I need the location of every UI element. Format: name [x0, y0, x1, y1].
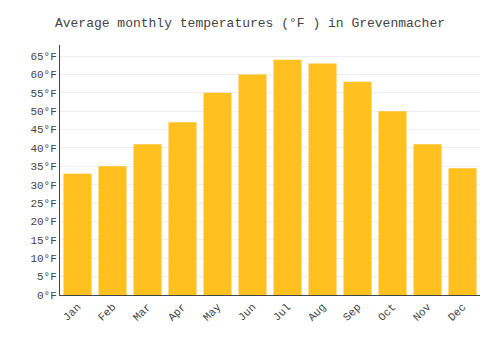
svg-text:Jun: Jun [236, 301, 258, 323]
svg-text:20°F: 20°F [30, 216, 56, 228]
svg-text:Feb: Feb [96, 301, 118, 323]
svg-text:40°F: 40°F [30, 143, 56, 155]
svg-text:65°F: 65°F [30, 51, 56, 63]
svg-text:30°F: 30°F [30, 180, 56, 192]
svg-text:25°F: 25°F [30, 198, 56, 210]
svg-text:Sep: Sep [341, 301, 363, 323]
svg-text:60°F: 60°F [30, 69, 56, 81]
svg-text:Aug: Aug [306, 301, 328, 323]
svg-text:Jul: Jul [271, 301, 293, 323]
svg-text:Jan: Jan [61, 301, 83, 323]
svg-text:45°F: 45°F [30, 124, 56, 136]
svg-text:Nov: Nov [411, 301, 434, 324]
svg-text:0°F: 0°F [37, 290, 57, 302]
svg-text:50°F: 50°F [30, 106, 56, 118]
svg-text:Dec: Dec [446, 301, 468, 323]
svg-text:Mar: Mar [131, 301, 153, 323]
svg-text:Oct: Oct [376, 301, 398, 323]
svg-text:Average monthly temperatures (: Average monthly temperatures (°F ) in Gr… [55, 16, 445, 31]
svg-text:35°F: 35°F [30, 161, 56, 173]
svg-text:55°F: 55°F [30, 88, 56, 100]
svg-text:Apr: Apr [166, 301, 188, 323]
svg-text:15°F: 15°F [30, 235, 56, 247]
svg-text:10°F: 10°F [30, 253, 56, 265]
svg-text:5°F: 5°F [37, 271, 57, 283]
svg-text:May: May [201, 301, 224, 324]
